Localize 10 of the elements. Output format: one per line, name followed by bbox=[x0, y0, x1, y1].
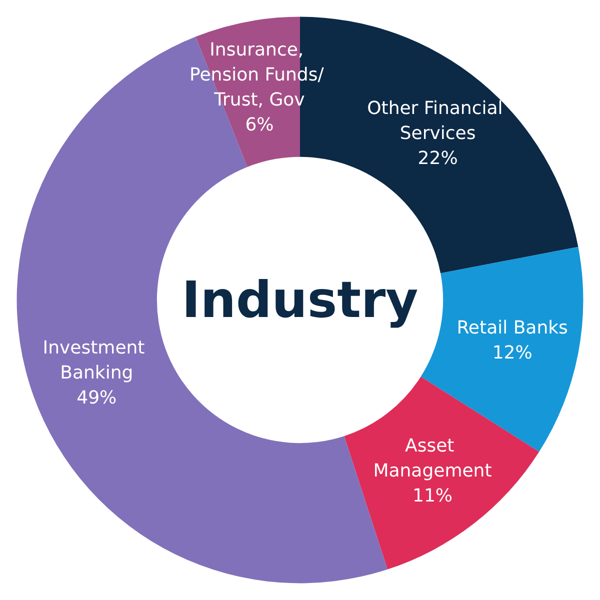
data-label: 11% bbox=[412, 485, 452, 506]
slice-label: Retail Banks bbox=[456, 318, 568, 339]
slice-label: Asset Management bbox=[373, 435, 492, 482]
data-label: 12% bbox=[492, 342, 532, 364]
data-label: 22% bbox=[418, 148, 458, 169]
text: Industry bbox=[182, 271, 418, 329]
data-label: 49% bbox=[76, 388, 117, 409]
data-label: 6% bbox=[245, 114, 274, 136]
slice-label: Investment Banking bbox=[42, 338, 150, 384]
slice-label: Other Financial Services bbox=[367, 98, 508, 144]
